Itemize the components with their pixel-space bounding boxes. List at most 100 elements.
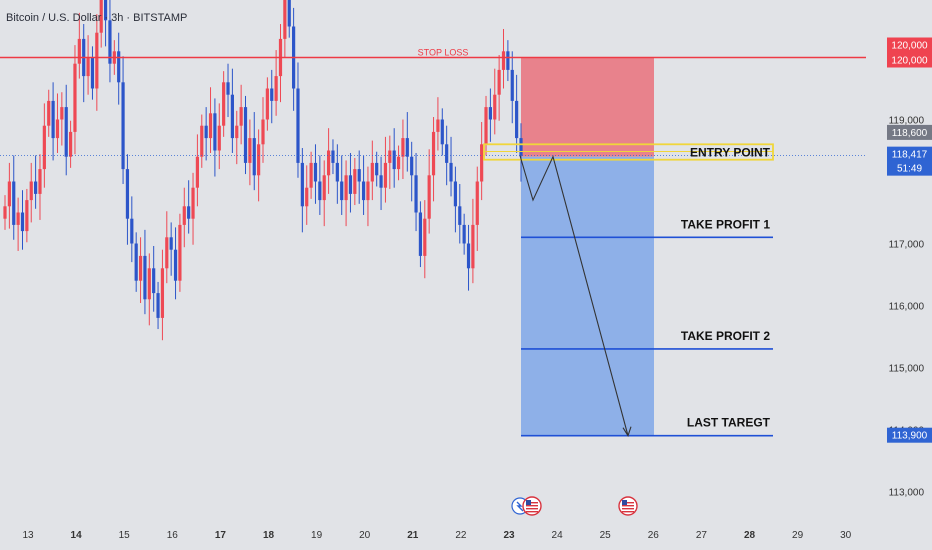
candle-body — [401, 138, 405, 157]
candle-body — [445, 144, 449, 163]
price-tag-text: 113,900 — [892, 431, 928, 442]
last-target-label: LAST TAREGT — [687, 416, 771, 430]
candle-body — [38, 169, 42, 194]
candle-body — [195, 156, 200, 188]
candle-body — [353, 169, 357, 194]
x-tick-label: 30 — [840, 530, 852, 541]
candle-body — [16, 212, 20, 225]
us-flag-event-icon[interactable] — [618, 496, 638, 516]
candle-body — [130, 218, 134, 244]
candle-body — [173, 249, 178, 281]
candle-body — [497, 69, 501, 95]
candle-body — [121, 82, 125, 170]
candle-body — [396, 156, 401, 170]
candle-body — [117, 51, 121, 83]
candle-body — [427, 175, 431, 219]
y-tick-label: 116,000 — [889, 302, 925, 313]
candle-body — [55, 119, 60, 139]
candle-body — [134, 243, 138, 281]
candle-body — [375, 162, 379, 176]
candle-body — [344, 175, 348, 201]
candle-body — [169, 237, 173, 250]
candle-body — [265, 88, 269, 120]
candle-body — [501, 51, 506, 70]
candle-body — [7, 181, 11, 207]
x-tick-label: 26 — [648, 530, 660, 541]
candle-body — [42, 125, 46, 170]
take-profit-zone — [521, 156, 654, 436]
candle-body — [388, 150, 392, 163]
candle-body — [475, 181, 479, 225]
projected-path-line — [519, 155, 629, 436]
price-tag — [887, 37, 932, 53]
candle-body — [309, 162, 313, 188]
x-tick-label: 19 — [311, 530, 323, 541]
candle-body — [510, 69, 514, 101]
candle-body — [436, 119, 440, 132]
x-tick-label: 14 — [71, 530, 83, 541]
x-tick-label: 13 — [22, 530, 34, 541]
candle-body — [99, 0, 103, 33]
candle-body — [357, 169, 361, 182]
candle-body — [480, 144, 484, 182]
candle-body — [274, 76, 278, 101]
candle-body — [466, 243, 471, 269]
candle-body — [25, 200, 29, 232]
x-tick-label: 25 — [600, 530, 612, 541]
candle-body — [64, 107, 68, 157]
candle-body — [252, 138, 256, 176]
candle-body — [20, 212, 25, 232]
candle-body — [239, 107, 243, 126]
candle-body — [361, 181, 366, 201]
candle-body — [178, 224, 182, 281]
x-tick-label: 16 — [167, 530, 179, 541]
price-tag-text: 118,600 — [892, 128, 928, 139]
candle-body — [261, 119, 265, 145]
candle-body — [103, 0, 108, 21]
price-tag-text: 120,000 — [891, 41, 928, 52]
x-tick-label: 27 — [696, 530, 708, 541]
candle-body — [257, 144, 261, 176]
candle-body — [230, 94, 234, 139]
candle-body — [217, 125, 221, 151]
price-tag — [887, 124, 932, 140]
projected-path-arrowhead — [622, 426, 632, 437]
candle-series — [3, 0, 523, 341]
candle-body — [366, 181, 370, 201]
candle-body — [34, 181, 38, 194]
candle-body — [392, 150, 396, 170]
candle-body — [515, 100, 519, 139]
x-tick-label: 29 — [792, 530, 804, 541]
candle-body — [348, 175, 353, 194]
take-profit-1-label: TAKE PROFIT 1 — [681, 217, 770, 231]
candle-body — [340, 181, 344, 201]
candle-body — [488, 107, 492, 120]
candle-body — [73, 63, 77, 132]
candle-body — [222, 82, 226, 126]
us-flag-event-icon[interactable] — [522, 496, 542, 516]
candle-body — [160, 268, 165, 318]
price-tag-text: 118,417 — [892, 150, 928, 161]
candle-body — [484, 107, 488, 145]
candle-body — [208, 113, 213, 139]
candle-body — [191, 187, 195, 219]
time-axis[interactable]: 13 14 15 16 17 18 19 20 21 22 23 24 25 26 27 28 29 30 — [22, 530, 851, 541]
candle-body — [187, 206, 191, 219]
candle-body — [414, 175, 418, 213]
candle-body — [506, 51, 510, 70]
x-tick-label: 28 — [744, 530, 756, 541]
price-tag-text: 51:49 — [897, 164, 922, 175]
candle-body — [29, 181, 33, 201]
candle-body — [95, 32, 99, 89]
x-tick-label: 22 — [455, 530, 467, 541]
candle-body — [305, 187, 309, 207]
candle-body — [226, 82, 230, 95]
candle-body — [383, 162, 388, 188]
candle-body — [182, 206, 186, 225]
x-tick-label: 15 — [119, 530, 131, 541]
candle-body — [322, 175, 326, 201]
candle-body — [77, 38, 81, 64]
candle-body — [248, 138, 252, 163]
